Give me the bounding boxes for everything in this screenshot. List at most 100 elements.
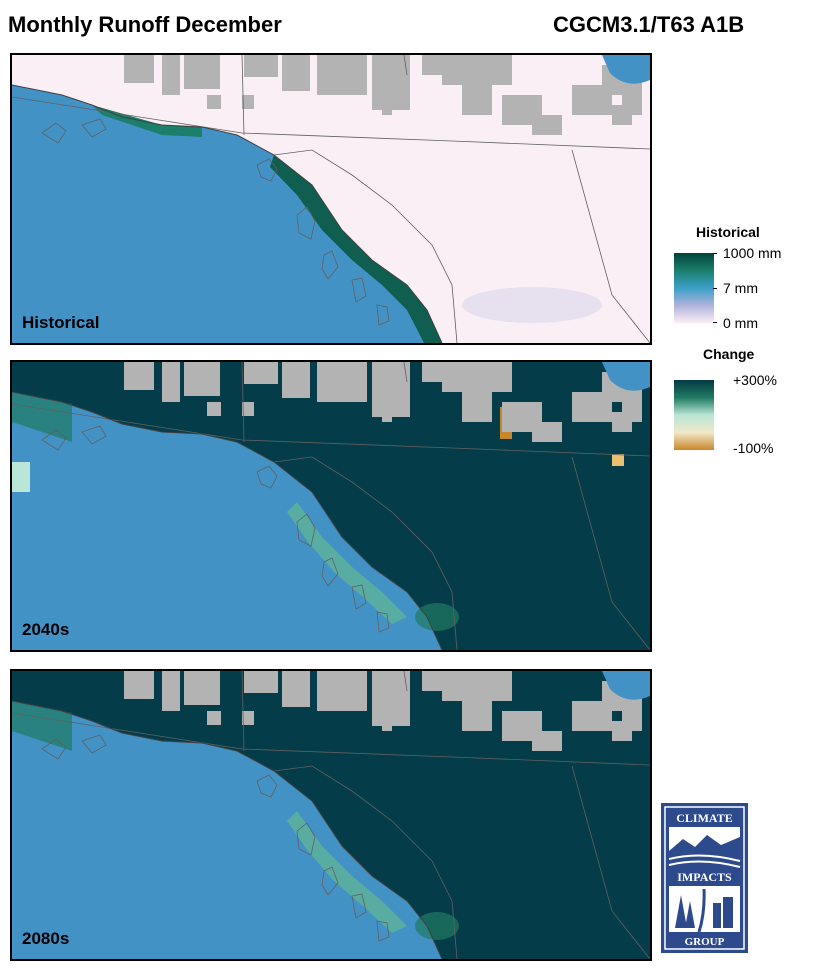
no-data-cell bbox=[184, 55, 220, 89]
legend-tick bbox=[713, 253, 717, 254]
island-outline bbox=[256, 774, 278, 798]
northern-sea bbox=[602, 671, 650, 700]
legend-tick bbox=[713, 288, 717, 289]
historical-map bbox=[12, 55, 650, 343]
no-data-cell bbox=[244, 55, 278, 77]
island-outline bbox=[296, 822, 316, 856]
change-patch bbox=[415, 912, 459, 940]
boundary-line bbox=[273, 765, 458, 959]
boundary-line bbox=[571, 149, 650, 343]
legend-change-colorbar bbox=[674, 380, 714, 450]
no-data-cell bbox=[124, 362, 154, 390]
legend-historical-colorbar bbox=[674, 253, 714, 323]
coastline bbox=[12, 84, 443, 343]
map-title: Monthly Runoff December bbox=[8, 12, 282, 37]
legend-historical-title: Historical bbox=[696, 224, 760, 240]
island-outline bbox=[81, 118, 107, 138]
no-data-cell bbox=[124, 671, 154, 699]
decrease-cell bbox=[612, 454, 624, 466]
island-outline bbox=[321, 557, 339, 587]
coastal-change-band bbox=[12, 701, 72, 751]
boundary-line bbox=[403, 55, 408, 76]
boundary-line bbox=[403, 671, 408, 692]
no-data-cell bbox=[242, 95, 254, 109]
no-data-cell bbox=[442, 362, 512, 392]
island-outline bbox=[321, 250, 339, 280]
no-data-cell bbox=[382, 407, 392, 422]
boundary-line bbox=[273, 149, 458, 343]
no-data-cell bbox=[442, 55, 512, 85]
map-panel-historical: Historical bbox=[10, 53, 652, 345]
change-map-2080s bbox=[12, 671, 650, 959]
no-data-cell bbox=[442, 671, 512, 701]
panel-label: 2080s bbox=[22, 929, 70, 948]
island-outline bbox=[41, 738, 67, 760]
no-data-cell bbox=[184, 362, 220, 396]
coastal-change-band bbox=[12, 392, 72, 442]
boundary-line bbox=[273, 456, 458, 650]
no-data-cell bbox=[242, 711, 254, 725]
panel-label: Historical bbox=[22, 313, 100, 332]
boundary-line bbox=[571, 456, 650, 650]
legend-historical-max: 1000 mm bbox=[723, 245, 782, 261]
boundary-line bbox=[12, 712, 650, 766]
coastline bbox=[12, 391, 443, 650]
no-data-cell bbox=[244, 671, 278, 693]
boundary-line bbox=[12, 403, 650, 457]
island-outline bbox=[351, 277, 367, 303]
legend-change-max: +300% bbox=[733, 372, 777, 388]
logo-text-group: GROUP bbox=[685, 936, 725, 948]
boundary-line bbox=[12, 96, 650, 150]
coastline bbox=[12, 700, 443, 959]
island-outline bbox=[351, 893, 367, 919]
boundary-line bbox=[241, 362, 245, 443]
no-data-cell bbox=[207, 402, 221, 416]
no-data-cell bbox=[317, 55, 367, 95]
no-data-cell bbox=[282, 671, 310, 707]
no-data-cell bbox=[162, 671, 180, 711]
map-panel-2080s: 2080s bbox=[10, 669, 652, 961]
no-data-cell bbox=[242, 402, 254, 416]
no-data-cell bbox=[162, 55, 180, 95]
no-data-cell bbox=[317, 362, 367, 402]
island-outline bbox=[41, 122, 67, 144]
map-panel-2040s: 2040s bbox=[10, 360, 652, 652]
northern-sea bbox=[602, 55, 650, 84]
no-data-cell bbox=[124, 55, 154, 83]
no-data-cell bbox=[462, 392, 492, 422]
no-data-cell bbox=[612, 412, 632, 432]
boundary-line bbox=[571, 765, 650, 959]
no-data-cell bbox=[532, 115, 562, 135]
change-map-2040s bbox=[12, 362, 650, 650]
legend-tick bbox=[713, 322, 717, 323]
no-data-cell bbox=[462, 85, 492, 115]
land-area bbox=[12, 362, 650, 650]
model-label: CGCM3.1/T63 A1B bbox=[553, 12, 745, 37]
no-data-cell bbox=[382, 716, 392, 731]
no-data-cell bbox=[207, 95, 221, 109]
no-data-cell bbox=[282, 55, 310, 91]
legend-change-min: -100% bbox=[733, 440, 774, 456]
light-runoff-patch bbox=[462, 287, 602, 323]
island-outline bbox=[81, 425, 107, 445]
coastal-wet-band bbox=[92, 105, 202, 137]
no-data-cell bbox=[612, 105, 632, 125]
boundary-line bbox=[241, 671, 245, 752]
island-outline bbox=[256, 465, 278, 489]
no-data-cell bbox=[532, 731, 562, 751]
northern-sea bbox=[602, 362, 650, 391]
no-data-cell bbox=[244, 362, 278, 384]
increase-cell bbox=[12, 462, 30, 492]
island-outline bbox=[321, 866, 339, 896]
logo-text-climate: CLIMATE bbox=[676, 811, 732, 825]
island-outline bbox=[81, 734, 107, 754]
no-data-cell bbox=[207, 711, 221, 725]
logo-text-impacts: IMPACTS bbox=[677, 870, 732, 884]
island-outline bbox=[376, 304, 390, 326]
land-area bbox=[12, 55, 650, 343]
land-area bbox=[12, 671, 650, 959]
island-outline bbox=[256, 158, 278, 182]
coastal-change-band bbox=[287, 502, 407, 624]
climate-impacts-group-logo: CLIMATE IMPACTS GROUP bbox=[661, 803, 748, 953]
island-outline bbox=[376, 920, 390, 942]
